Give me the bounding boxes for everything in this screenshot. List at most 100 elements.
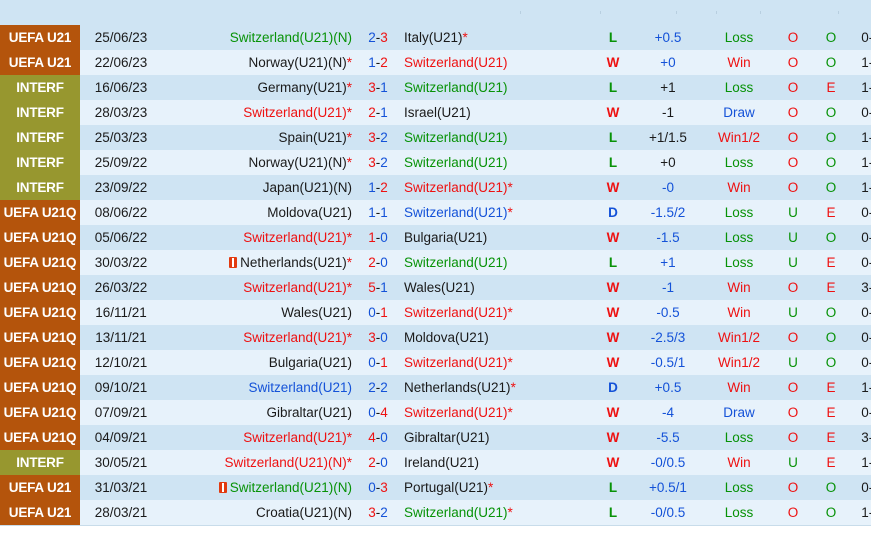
- away-team-cell[interactable]: Bulgaria(U21): [404, 225, 594, 250]
- league-badge[interactable]: UEFA U21: [0, 50, 80, 75]
- home-team-cell[interactable]: Switzerland(U21)*: [162, 325, 352, 350]
- away-team-cell[interactable]: Switzerland(U21)*: [404, 200, 594, 225]
- home-team-cell[interactable]: Norway(U21)(N)*: [162, 50, 352, 75]
- away-team-cell[interactable]: Switzerland(U21)*: [404, 500, 594, 525]
- table-row[interactable]: INTERF 25/09/22 Norway(U21)(N)* 3-2 Switzerl…: [0, 150, 871, 175]
- away-team-cell[interactable]: Switzerland(U21)*: [404, 175, 594, 200]
- final-score[interactable]: 3-1: [352, 75, 404, 100]
- home-team-cell[interactable]: Croatia(U21)(N): [162, 500, 352, 525]
- table-row[interactable]: UEFA U21 25/06/23 Switzerland(U21)(N) 2-3 It…: [0, 25, 871, 50]
- away-team-cell[interactable]: Switzerland(U21)*: [404, 300, 594, 325]
- table-row[interactable]: UEFA U21 22/06/23 Norway(U21)(N)* 1-2 Switze…: [0, 50, 871, 75]
- table-row[interactable]: INTERF 28/03/23 Switzerland(U21)* 2-1 Israel…: [0, 100, 871, 125]
- table-row[interactable]: UEFA U21Q 13/11/21 Switzerland(U21)* 3-0 Mol…: [0, 325, 871, 350]
- home-team-cell[interactable]: Norway(U21)(N)*: [162, 150, 352, 175]
- table-row[interactable]: UEFA U21Q 08/06/22 Moldova(U21) 1-1 Switzerl…: [0, 200, 871, 225]
- final-score[interactable]: 2-3: [352, 25, 404, 50]
- final-score[interactable]: 2-0: [352, 450, 404, 475]
- home-team-cell[interactable]: Switzerland(U21)(N)*: [162, 450, 352, 475]
- away-team-cell[interactable]: Switzerland(U21): [404, 125, 594, 150]
- final-score[interactable]: 2-0: [352, 250, 404, 275]
- away-team-cell[interactable]: Moldova(U21): [404, 325, 594, 350]
- final-score[interactable]: 3-2: [352, 500, 404, 525]
- away-team-cell[interactable]: Wales(U21): [404, 275, 594, 300]
- final-score[interactable]: 3-2: [352, 125, 404, 150]
- final-score[interactable]: 0-3: [352, 475, 404, 500]
- league-badge[interactable]: UEFA U21Q: [0, 250, 80, 275]
- table-row[interactable]: UEFA U21Q 05/06/22 Switzerland(U21)* 1-0 Bul…: [0, 225, 871, 250]
- home-team-cell[interactable]: Bulgaria(U21): [162, 350, 352, 375]
- home-team-cell[interactable]: Switzerland(U21)*: [162, 275, 352, 300]
- home-team-cell[interactable]: Switzerland(U21)*: [162, 225, 352, 250]
- league-badge[interactable]: UEFA U21Q: [0, 300, 80, 325]
- table-row[interactable]: UEFA U21Q 30/03/22 Netherlands(U21)* 2-0 Swi…: [0, 250, 871, 275]
- final-score[interactable]: 3-0: [352, 325, 404, 350]
- league-badge[interactable]: INTERF: [0, 150, 80, 175]
- away-team-cell[interactable]: Ireland(U21): [404, 450, 594, 475]
- final-score[interactable]: 0-4: [352, 400, 404, 425]
- away-team-cell[interactable]: Netherlands(U21)*: [404, 375, 594, 400]
- table-row[interactable]: UEFA U21Q 04/09/21 Switzerland(U21)* 4-0 Gib…: [0, 425, 871, 450]
- away-team-cell[interactable]: Israel(U21): [404, 100, 594, 125]
- home-team-cell[interactable]: Netherlands(U21)*: [162, 250, 352, 275]
- table-row[interactable]: UEFA U21Q 12/10/21 Bulgaria(U21) 0-1 Switzer…: [0, 350, 871, 375]
- home-team-cell[interactable]: Switzerland(U21)(N): [162, 25, 352, 50]
- table-row[interactable]: UEFA U21 28/03/21 Croatia(U21)(N) 3-2 Switze…: [0, 500, 871, 525]
- table-row[interactable]: UEFA U21Q 26/03/22 Switzerland(U21)* 5-1 Wal…: [0, 275, 871, 300]
- final-score[interactable]: 4-0: [352, 425, 404, 450]
- home-team-cell[interactable]: Gibraltar(U21): [162, 400, 352, 425]
- league-badge[interactable]: UEFA U21: [0, 475, 80, 500]
- away-team-cell[interactable]: Switzerland(U21): [404, 250, 594, 275]
- home-team-cell[interactable]: Wales(U21): [162, 300, 352, 325]
- final-score[interactable]: 2-2: [352, 375, 404, 400]
- final-score[interactable]: 1-2: [352, 50, 404, 75]
- league-badge[interactable]: UEFA U21Q: [0, 275, 80, 300]
- table-row[interactable]: UEFA U21Q 16/11/21 Wales(U21) 0-1 Switzerlan…: [0, 300, 871, 325]
- table-row[interactable]: INTERF 25/03/23 Spain(U21)* 3-2 Switzerland(…: [0, 125, 871, 150]
- league-badge[interactable]: UEFA U21: [0, 500, 80, 525]
- home-team-cell[interactable]: Moldova(U21): [162, 200, 352, 225]
- league-badge[interactable]: INTERF: [0, 125, 80, 150]
- final-score[interactable]: 0-1: [352, 350, 404, 375]
- league-badge[interactable]: UEFA U21Q: [0, 200, 80, 225]
- away-team-cell[interactable]: Gibraltar(U21): [404, 425, 594, 450]
- away-team-cell[interactable]: Portugal(U21)*: [404, 475, 594, 500]
- table-row[interactable]: UEFA U21Q 07/09/21 Gibraltar(U21) 0-4 Switze…: [0, 400, 871, 425]
- home-team-cell[interactable]: Switzerland(U21): [162, 375, 352, 400]
- league-badge[interactable]: UEFA U21Q: [0, 325, 80, 350]
- final-score[interactable]: 1-0: [352, 225, 404, 250]
- table-row[interactable]: UEFA U21Q 09/10/21 Switzerland(U21) 2-2 Neth…: [0, 375, 871, 400]
- league-badge[interactable]: INTERF: [0, 175, 80, 200]
- final-score[interactable]: 5-1: [352, 275, 404, 300]
- league-badge[interactable]: INTERF: [0, 75, 80, 100]
- home-team-cell[interactable]: Switzerland(U21)*: [162, 425, 352, 450]
- home-team-cell[interactable]: Spain(U21)*: [162, 125, 352, 150]
- home-team-cell[interactable]: Switzerland(U21)(N): [162, 475, 352, 500]
- away-team-cell[interactable]: Switzerland(U21)*: [404, 400, 594, 425]
- final-score[interactable]: 1-1: [352, 200, 404, 225]
- final-score[interactable]: 3-2: [352, 150, 404, 175]
- league-badge[interactable]: UEFA U21Q: [0, 350, 80, 375]
- home-team-cell[interactable]: Japan(U21)(N): [162, 175, 352, 200]
- away-team-cell[interactable]: Switzerland(U21): [404, 150, 594, 175]
- table-row[interactable]: UEFA U21 31/03/21 Switzerland(U21)(N) 0-3 Po…: [0, 475, 871, 500]
- league-badge[interactable]: INTERF: [0, 450, 80, 475]
- table-row[interactable]: INTERF 23/09/22 Japan(U21)(N) 1-2 Switzerlan…: [0, 175, 871, 200]
- table-row[interactable]: INTERF 30/05/21 Switzerland(U21)(N)* 2-0 Ire…: [0, 450, 871, 475]
- final-score[interactable]: 2-1: [352, 100, 404, 125]
- league-badge[interactable]: UEFA U21Q: [0, 225, 80, 250]
- league-badge[interactable]: INTERF: [0, 100, 80, 125]
- league-badge[interactable]: UEFA U21Q: [0, 425, 80, 450]
- table-row[interactable]: INTERF 16/06/23 Germany(U21)* 3-1 Switzerlan…: [0, 75, 871, 100]
- home-team-cell[interactable]: Switzerland(U21)*: [162, 100, 352, 125]
- away-team-cell[interactable]: Switzerland(U21): [404, 50, 594, 75]
- final-score[interactable]: 0-1: [352, 300, 404, 325]
- away-team-cell[interactable]: Italy(U21)*: [404, 25, 594, 50]
- league-badge[interactable]: UEFA U21Q: [0, 375, 80, 400]
- final-score[interactable]: 1-2: [352, 175, 404, 200]
- home-team-cell[interactable]: Germany(U21)*: [162, 75, 352, 100]
- away-team-cell[interactable]: Switzerland(U21): [404, 75, 594, 100]
- league-badge[interactable]: UEFA U21Q: [0, 400, 80, 425]
- away-team-cell[interactable]: Switzerland(U21)*: [404, 350, 594, 375]
- league-badge[interactable]: UEFA U21: [0, 25, 80, 50]
